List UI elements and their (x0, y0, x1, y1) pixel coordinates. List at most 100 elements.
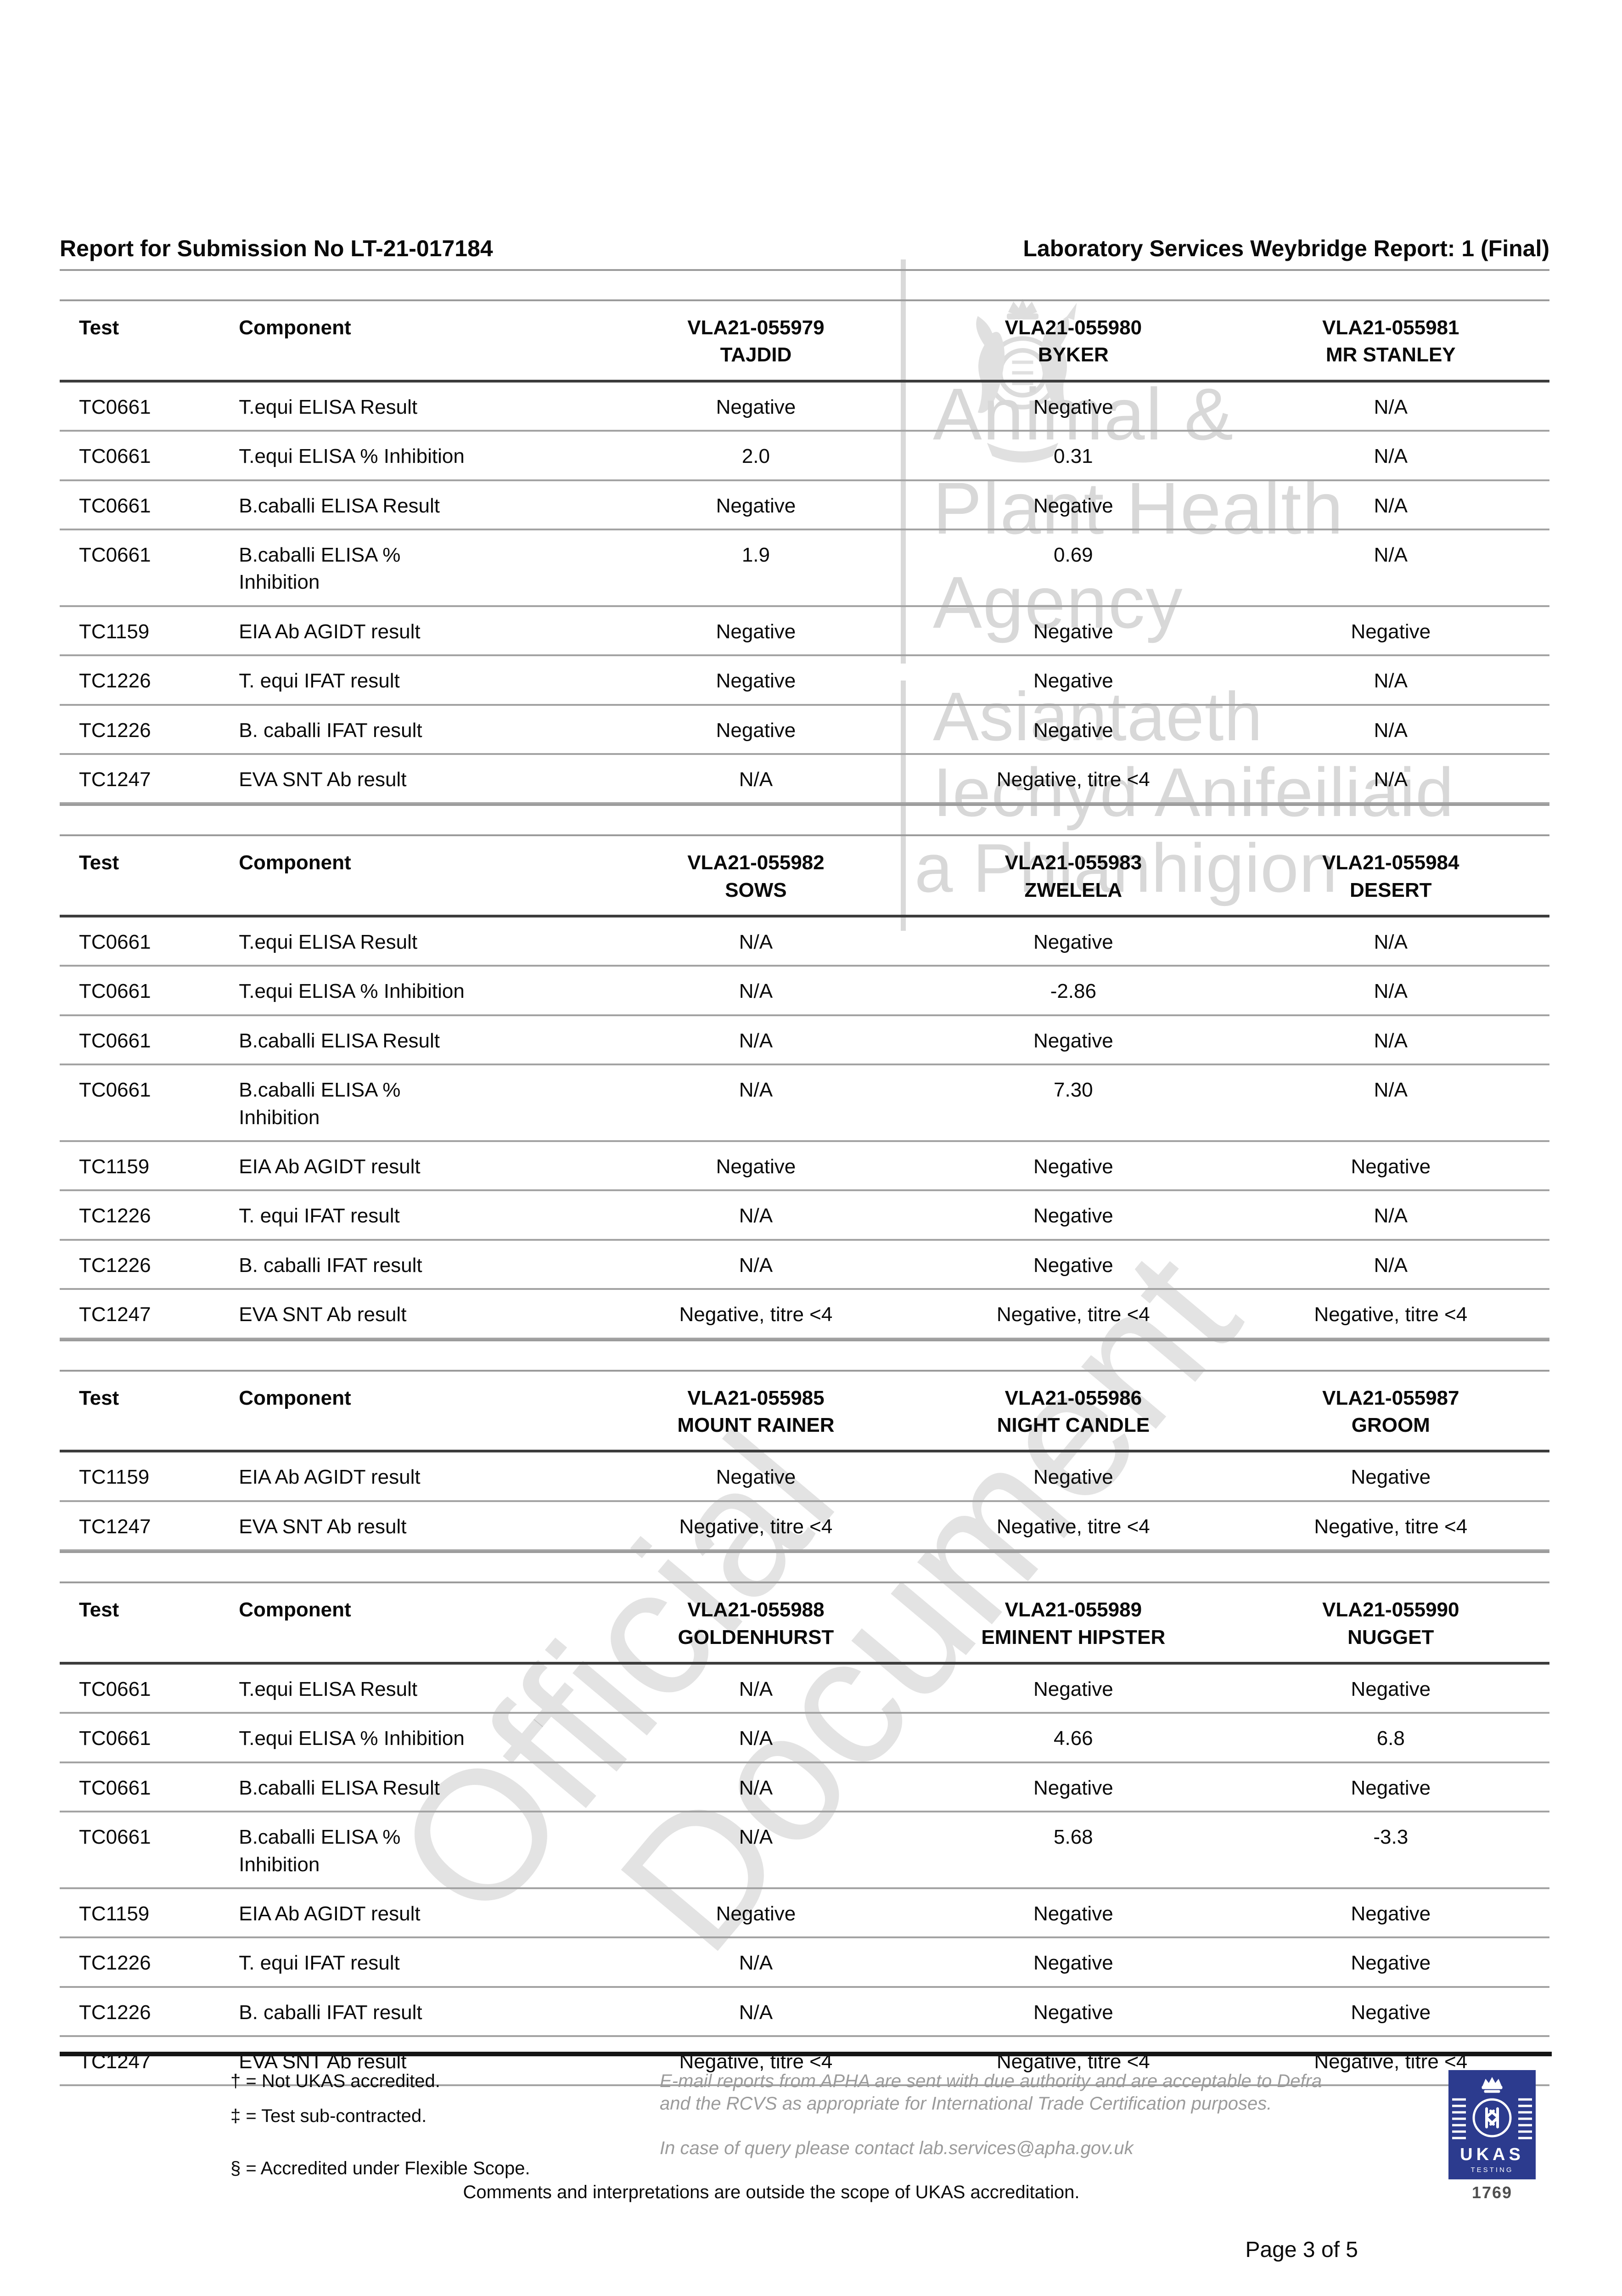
test-code-cell: TC0661 (79, 1826, 151, 1849)
component-cell: B.caballi ELISA % Inhibition (239, 1079, 401, 1129)
result-cell: Negative (1033, 620, 1113, 643)
col-header-sample: VLA21-055979 TAJDID (597, 301, 915, 381)
test-code-cell: TC0661 (79, 1079, 151, 1102)
col-header-component: Component (239, 1386, 351, 1409)
result-cell: N/A (1374, 1079, 1408, 1102)
result-cell: Negative (716, 620, 796, 643)
result-cell: Negative (1351, 620, 1431, 643)
result-cell: Negative (1033, 719, 1113, 742)
watermark-divider-bar (901, 259, 906, 664)
table-row: TC0661 T.equi ELISA % Inhibition 2.0 0.31 N/… (60, 431, 1549, 480)
sample-name: NUGGET (1347, 1626, 1434, 1649)
sample-id: VLA21-055986 (1005, 1386, 1142, 1409)
results-tables: Test Component VLA21-055979 TAJDID VLA21… (60, 269, 1549, 2086)
component-cell: T.equi ELISA Result (239, 395, 418, 418)
test-code-cell: TC0661 (79, 1776, 151, 1799)
sample-name: MR STANLEY (1325, 343, 1456, 366)
result-cell: Negative (1351, 1902, 1431, 1925)
page-header: Report for Submission No LT-21-017184 La… (60, 235, 1549, 262)
footnote-section: § = Accredited under Flexible Scope. (230, 2158, 530, 2178)
result-cell: N/A (739, 980, 773, 1003)
sample-id: VLA21-055990 (1322, 1598, 1459, 1621)
test-code-cell: TC1226 (79, 1204, 151, 1227)
result-cell: N/A (739, 1079, 773, 1102)
result-cell: N/A (1374, 670, 1408, 692)
table-body: TC0661 T.equi ELISA Result N/A Negative Nega… (60, 1663, 1549, 2086)
table-header: Test Component VLA21-055988 GOLDENHURST … (60, 1583, 1549, 1663)
sample-name: ZWELELA (1024, 878, 1122, 901)
test-code-cell: TC0661 (79, 1677, 151, 1700)
result-cell: N/A (1374, 1204, 1408, 1227)
table-top-band (60, 804, 1549, 837)
col-header-test: Test (79, 851, 119, 874)
ukas-comments-note: Comments and interpretations are outside… (463, 2182, 1080, 2202)
result-cell: 0.69 (1054, 543, 1093, 566)
result-cell: N/A (1374, 543, 1408, 566)
table-body: TC1159 EIA Ab AGIDT result Negative Negativ… (60, 1451, 1549, 1551)
table-row: TC0661 B.caballi ELISA Result N/A Negative N… (60, 1015, 1549, 1065)
sample-id: VLA21-055982 (687, 851, 825, 874)
table-header: Test Component VLA21-055979 TAJDID VLA21… (60, 301, 1549, 381)
col-header-component: Component (239, 851, 351, 874)
table-row: TC0661 B.caballi ELISA Result Negative Nega… (60, 480, 1549, 529)
test-code-cell: TC0661 (79, 445, 151, 468)
result-cell: Negative (1033, 1776, 1113, 1799)
result-cell: N/A (1374, 768, 1408, 791)
table-row: TC0661 T.equi ELISA Result N/A Negative Nega… (60, 1663, 1549, 1713)
ukas-type-label: TESTING (1470, 2166, 1513, 2174)
col-header-sample: VLA21-055986 NIGHT CANDLE (915, 1372, 1232, 1452)
component-cell: T.equi ELISA Result (239, 931, 418, 954)
watermark-line: Animal & (933, 373, 1235, 455)
component-cell: EIA Ab AGIDT result (239, 1902, 421, 1925)
result-cell: -2.86 (1050, 980, 1096, 1003)
query-contact-note: In case of query please contact lab.serv… (660, 2138, 1134, 2158)
results-table: Test Component VLA21-055982 SOWS VLA21-0… (60, 836, 1549, 1339)
footnotes: † = Not UKAS accredited. ‡ = Test sub-co… (230, 2070, 660, 2179)
footer-notes: E-mail reports from APHA are sent with d… (660, 2070, 1328, 2159)
result-cell: N/A (739, 1204, 773, 1227)
footnote-dagger: † = Not UKAS accredited. (230, 2071, 440, 2091)
result-cell: 6.8 (1376, 1727, 1405, 1750)
sample-name: GOLDENHURST (678, 1626, 834, 1649)
result-cell: N/A (739, 2001, 773, 2024)
sample-id: VLA21-055979 (687, 316, 825, 339)
result-cell: 0.31 (1054, 445, 1093, 468)
result-cell: Negative (1033, 670, 1113, 692)
col-header-sample: VLA21-055981 MR STANLEY (1232, 301, 1549, 381)
sample-name: DESERT (1350, 878, 1432, 901)
table-row: TC1226 T. equi IFAT result N/A Negative N/A (60, 1190, 1549, 1240)
sample-id: VLA21-055985 (687, 1386, 825, 1409)
test-code-cell: TC0661 (79, 494, 151, 517)
test-code-cell: TC0661 (79, 980, 151, 1003)
result-cell: Negative, titre <4 (1314, 1303, 1468, 1326)
col-header-component: Component (239, 1598, 351, 1621)
test-code-cell: TC1247 (79, 1303, 151, 1326)
result-cell: Negative (716, 494, 796, 517)
result-cell: Negative (1351, 1776, 1431, 1799)
component-cell: B.caballi ELISA % Inhibition (239, 1826, 401, 1876)
result-cell: N/A (1374, 931, 1408, 954)
result-cell: Negative (1351, 1677, 1431, 1700)
component-cell: B.caballi ELISA Result (239, 1776, 440, 1799)
col-header-sample: VLA21-055983 ZWELELA (915, 836, 1232, 916)
col-header-sample: VLA21-055987 GROOM (1232, 1372, 1549, 1452)
result-cell: N/A (739, 1952, 773, 1975)
test-code-cell: TC0661 (79, 1727, 151, 1750)
result-cell: N/A (739, 768, 773, 791)
table-header: Test Component VLA21-055982 SOWS VLA21-0… (60, 836, 1549, 917)
table-header-row: Test Component VLA21-055979 TAJDID VLA21… (60, 301, 1549, 381)
ukas-number: 1769 (1471, 2183, 1513, 2202)
result-cell: Negative (1351, 1466, 1431, 1489)
component-cell: T. equi IFAT result (239, 1952, 400, 1975)
result-cell: -3.3 (1373, 1826, 1409, 1849)
ukas-accreditation-mark: UKAS TESTING 1769 (1432, 2070, 1552, 2202)
test-code-cell: TC1159 (79, 1155, 150, 1178)
result-cell: Negative (716, 395, 796, 418)
col-header-test: Test (79, 1386, 119, 1409)
result-cell: Negative (1033, 931, 1113, 954)
sample-id: VLA21-055981 (1322, 316, 1459, 339)
table-row: TC1226 B. caballi IFAT result N/A Negative N… (60, 1987, 1549, 2037)
table-row: TC1159 EIA Ab AGIDT result Negative Negativ… (60, 1141, 1549, 1191)
royal-crest-watermark-icon (976, 298, 1077, 463)
